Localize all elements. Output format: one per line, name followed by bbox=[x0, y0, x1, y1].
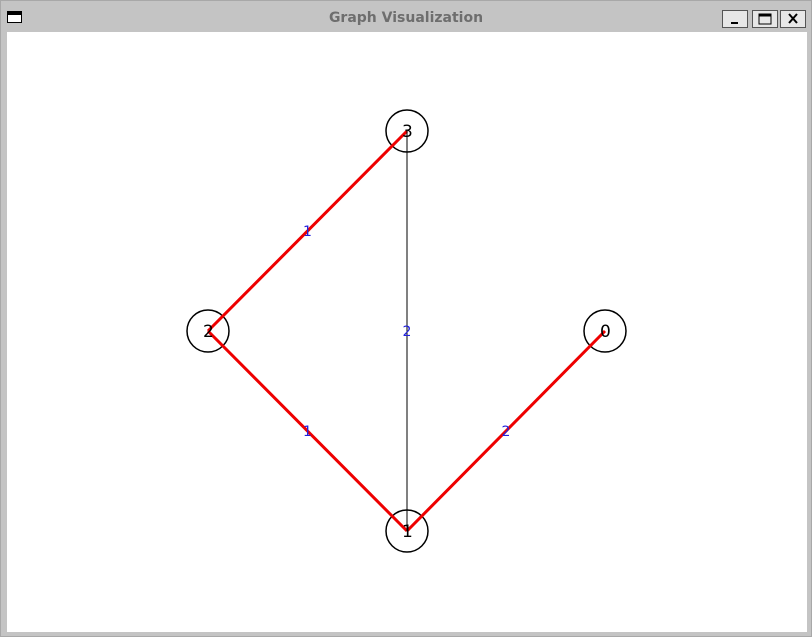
node-label-3: 3 bbox=[402, 122, 413, 142]
graph-edge-3-2 bbox=[206, 129, 409, 333]
node-label-0: 0 bbox=[600, 322, 611, 342]
edge-weight-1-0: 2 bbox=[502, 424, 511, 440]
graph-canvas: 1 1 2 2 0 1 2 3 bbox=[7, 32, 807, 632]
close-icon bbox=[788, 13, 798, 24]
window-menu-icon[interactable] bbox=[7, 11, 22, 23]
title-bar[interactable]: Graph Visualization bbox=[1, 1, 811, 33]
edge-weight-3-2: 1 bbox=[303, 224, 312, 240]
graph-node-2 bbox=[186, 309, 230, 353]
minimize-icon bbox=[731, 22, 738, 24]
maximize-icon bbox=[758, 13, 772, 25]
node-label-1: 1 bbox=[402, 522, 413, 542]
minimize-button[interactable] bbox=[722, 10, 748, 28]
graph-svg: 1 1 2 2 0 1 2 3 bbox=[186, 109, 627, 553]
graph-edge-1-0 bbox=[405, 329, 607, 533]
graph-edge-2-1 bbox=[206, 329, 409, 533]
graph-node-0 bbox=[583, 309, 627, 353]
window-title: Graph Visualization bbox=[328, 10, 484, 26]
edge-weight-2-1: 1 bbox=[303, 424, 312, 440]
node-label-2: 2 bbox=[203, 322, 214, 342]
maximize-button[interactable] bbox=[752, 10, 778, 28]
edge-weight-3-1: 2 bbox=[403, 324, 412, 340]
close-button[interactable] bbox=[780, 10, 806, 28]
